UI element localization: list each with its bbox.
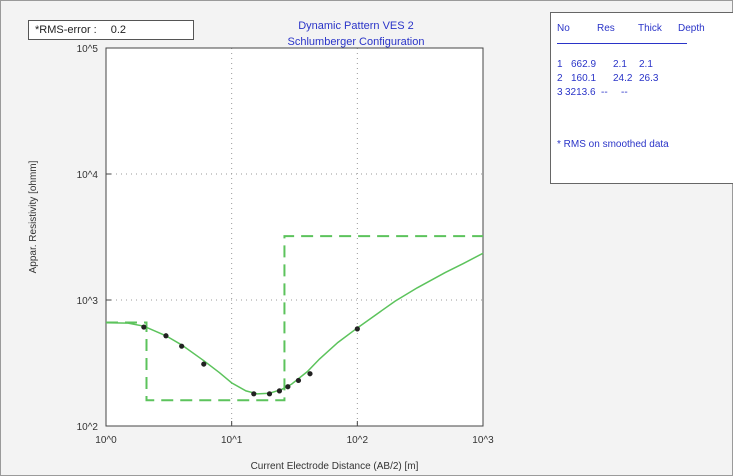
data-point <box>354 326 360 332</box>
row-no: 2 <box>557 73 563 84</box>
row-res: 3213.6 <box>565 87 596 98</box>
table-row: 1 662.9 2.1 2.1 <box>557 59 733 71</box>
data-point <box>201 361 207 367</box>
table-row: 2 160.1 24.2 26.3 <box>557 73 733 85</box>
chart-title-block: Dynamic Pattern VES 2 Schlumberger Confi… <box>226 18 486 50</box>
rms-error-box: *RMS-error : 0.2 <box>28 20 194 40</box>
data-point <box>307 371 313 377</box>
y-tick-label: 10^3 <box>77 296 99 307</box>
data-point <box>141 324 147 330</box>
y-tick-label: 10^5 <box>77 44 99 55</box>
model-curve-line <box>105 252 484 395</box>
table-header-rule <box>557 43 687 44</box>
x-tick-label: 10^2 <box>347 435 369 446</box>
rms-error-label: *RMS-error : <box>35 24 97 36</box>
data-point <box>251 391 257 397</box>
layer-table-panel: No Res Thick Depth 1 662.9 2.1 2.1 2 160… <box>550 12 733 184</box>
row-thick: 2.1 <box>613 59 627 70</box>
row-depth: 2.1 <box>639 59 653 70</box>
header-thick: Thick <box>638 23 662 34</box>
data-point <box>266 391 273 397</box>
data-point <box>285 384 291 390</box>
row-res: 662.9 <box>571 59 597 70</box>
data-point <box>179 343 185 349</box>
data-point <box>276 388 283 394</box>
row-depth: 26.3 <box>639 73 659 84</box>
row-thick: 24.2 <box>613 73 633 84</box>
y-axis-label: Appar. Resistivity [ohmm] <box>28 160 39 273</box>
rms-error-value: 0.2 <box>110 24 127 36</box>
row-depth: -- <box>621 87 628 98</box>
rms-note: * RMS on smoothed data <box>557 139 669 150</box>
row-no: 3 <box>557 87 563 98</box>
header-res: Res <box>597 23 615 34</box>
row-thick: -- <box>601 87 608 98</box>
data-point <box>163 333 169 339</box>
y-tick-label: 10^2 <box>77 422 99 433</box>
header-depth: Depth <box>678 23 705 34</box>
table-row: 3 3213.6 -- -- <box>557 87 733 99</box>
row-no: 1 <box>557 59 563 70</box>
data-point <box>295 377 302 384</box>
chart-title: Dynamic Pattern VES 2 <box>298 20 414 32</box>
x-tick-label: 10^0 <box>95 435 117 446</box>
y-tick-label: 10^4 <box>77 170 99 181</box>
x-axis-label: Current Electrode Distance (AB/2) [m] <box>251 461 419 472</box>
chart-subtitle: Schlumberger Configuration <box>287 36 425 48</box>
header-no: No <box>557 23 570 34</box>
row-res: 160.1 <box>571 73 597 84</box>
x-tick-label: 10^1 <box>221 435 243 446</box>
x-tick-label: 10^3 <box>472 435 494 446</box>
